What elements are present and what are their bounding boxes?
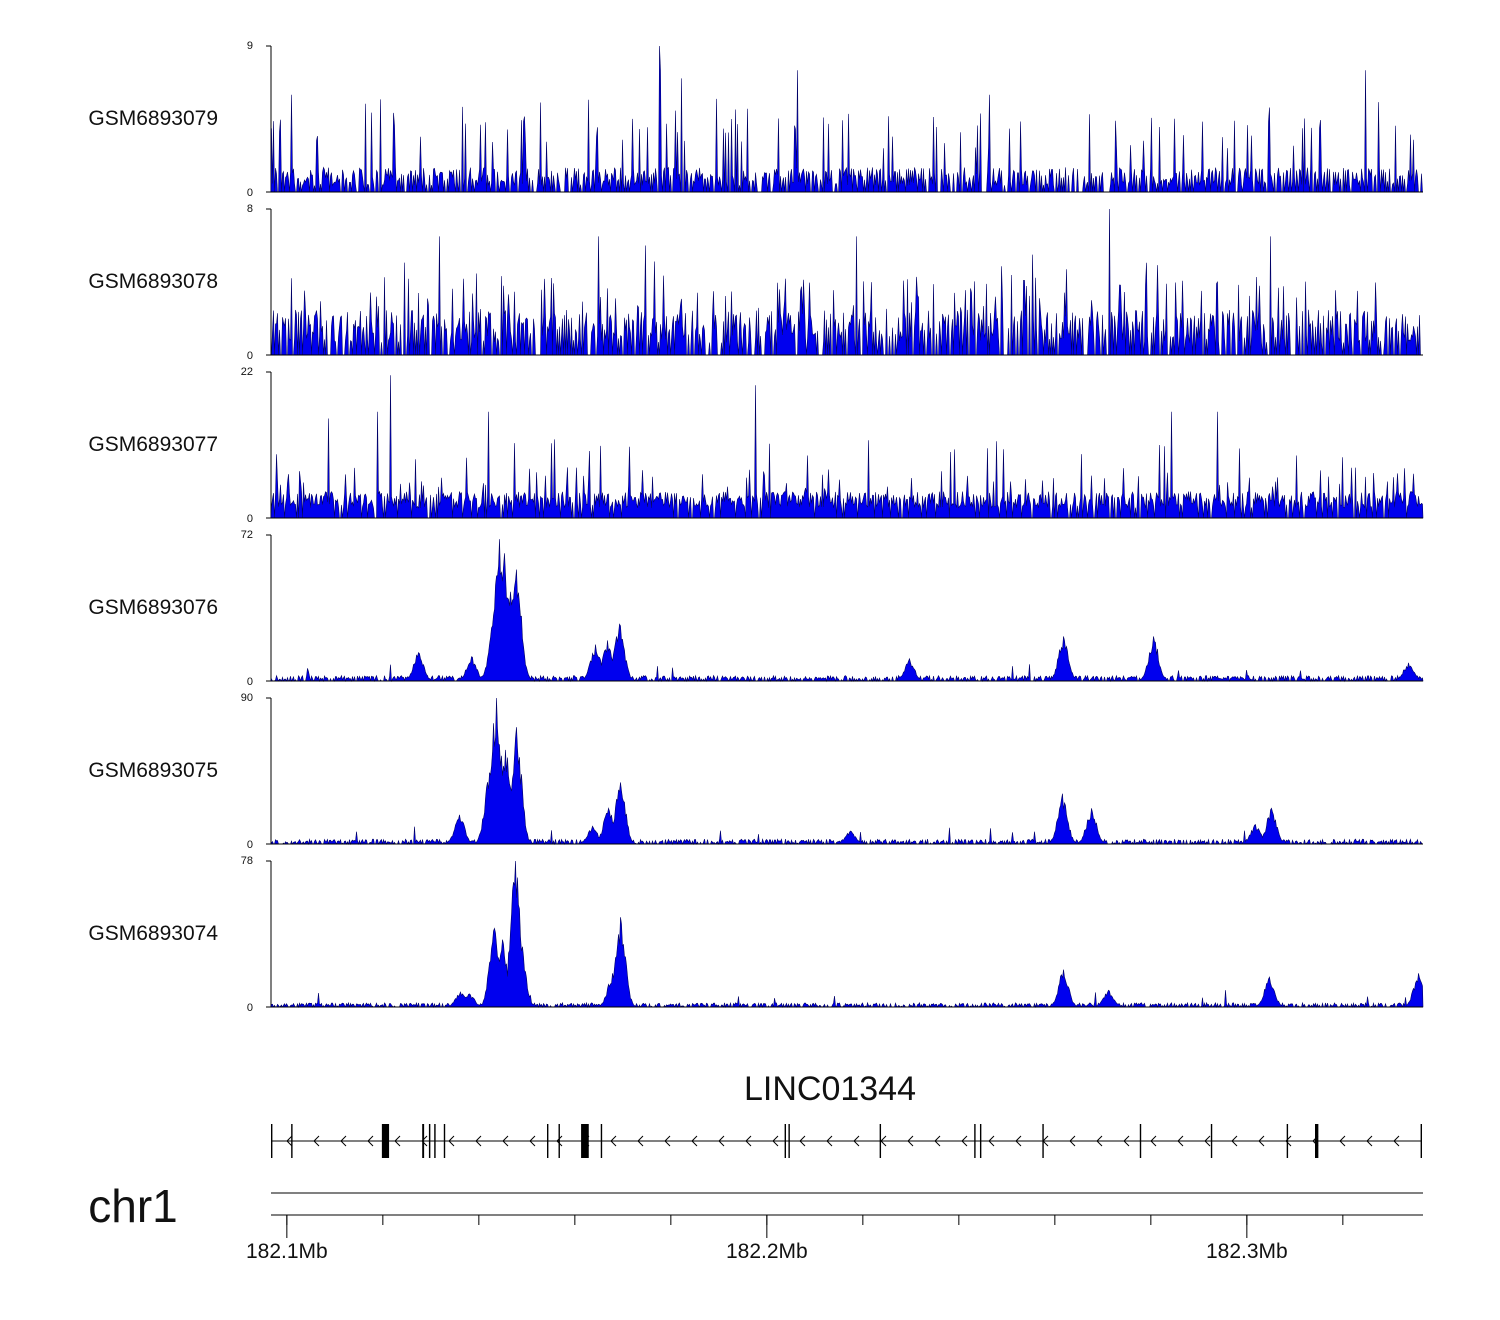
- exon: [443, 1124, 446, 1158]
- strand-arrow: [1258, 1135, 1265, 1147]
- strand-arrow: [664, 1135, 671, 1147]
- exon: [1286, 1124, 1289, 1158]
- strand-arrow: [610, 1135, 617, 1147]
- y-tick-label-max: 9: [247, 40, 253, 52]
- signal-area: [270, 539, 1424, 683]
- track-label: GSM6893075: [88, 759, 218, 782]
- exon: [784, 1124, 786, 1158]
- strand-arrow: [988, 1135, 995, 1147]
- x-tick-label: 182.1Mb: [246, 1240, 328, 1263]
- exon: [434, 1124, 436, 1158]
- exon: [979, 1124, 982, 1158]
- strand-arrow: [1339, 1135, 1346, 1147]
- strand-arrow: [1177, 1135, 1184, 1147]
- y-tick-label-min: 0: [247, 187, 253, 199]
- signal-area: [270, 697, 1423, 846]
- exon: [291, 1124, 293, 1158]
- strand-arrow: [340, 1135, 347, 1147]
- exon: [1139, 1124, 1142, 1158]
- strand-arrow: [961, 1135, 968, 1147]
- strand-arrow: [1015, 1135, 1022, 1147]
- strand-arrow: [448, 1135, 455, 1147]
- strand-arrow: [745, 1135, 752, 1147]
- track-gsm6893077: GSM6893077 22 0: [88, 366, 1424, 525]
- y-tick-label-max: 22: [241, 366, 253, 378]
- chromosome-label: chr1: [88, 1180, 177, 1232]
- track-label: GSM6893074: [88, 922, 218, 945]
- exon: [1210, 1124, 1213, 1158]
- strand-arrow: [1231, 1135, 1238, 1147]
- strand-arrow: [556, 1135, 563, 1147]
- strand-arrow: [286, 1135, 293, 1147]
- strand-arrow: [1366, 1135, 1373, 1147]
- exon: [547, 1124, 549, 1158]
- track-gsm6893074: GSM6893074 78 0: [88, 855, 1424, 1014]
- y-tick-label-max: 78: [241, 855, 253, 867]
- exon: [974, 1124, 976, 1158]
- gene-track: LINC01344: [271, 1070, 1422, 1158]
- track-gsm6893075: GSM6893075 90 0: [88, 692, 1423, 851]
- y-tick-label-max: 72: [241, 529, 253, 541]
- strand-arrow: [637, 1135, 644, 1147]
- strand-arrow: [367, 1135, 374, 1147]
- signal-area: [271, 208, 1423, 356]
- track-label: GSM6893076: [88, 596, 218, 619]
- signal-area: [270, 860, 1424, 1009]
- strand-arrow: [691, 1135, 698, 1147]
- y-tick-label-min: 0: [247, 350, 253, 362]
- exon: [581, 1124, 589, 1158]
- strand-arrow: [475, 1135, 482, 1147]
- gene-name-label: LINC01344: [744, 1070, 916, 1108]
- track-label: GSM6893077: [88, 433, 218, 456]
- exon: [1420, 1124, 1422, 1158]
- signal-area: [270, 45, 1423, 193]
- track-label: GSM6893078: [88, 270, 218, 293]
- strand-arrow: [907, 1135, 914, 1147]
- strand-arrow: [502, 1135, 509, 1147]
- y-tick-label-max: 8: [247, 203, 253, 215]
- exon: [271, 1124, 273, 1158]
- strand-arrow: [1096, 1135, 1103, 1147]
- strand-arrow: [1123, 1135, 1130, 1147]
- strand-arrow: [1204, 1135, 1211, 1147]
- strand-arrow: [1150, 1135, 1157, 1147]
- exon: [879, 1124, 882, 1158]
- strand-arrow: [799, 1135, 806, 1147]
- exon: [788, 1124, 790, 1158]
- x-tick-label: 182.3Mb: [1206, 1240, 1288, 1263]
- strand-arrow: [1285, 1135, 1292, 1147]
- strand-arrow: [772, 1135, 779, 1147]
- x-tick-label: 182.2Mb: [726, 1240, 808, 1263]
- strand-arrow: [1393, 1135, 1400, 1147]
- y-tick-label-min: 0: [247, 1002, 253, 1014]
- strand-arrow: [718, 1135, 725, 1147]
- exon: [1042, 1124, 1044, 1158]
- track-gsm6893079: GSM6893079 9 0: [88, 40, 1423, 199]
- track-label: GSM6893079: [88, 107, 218, 130]
- exon: [600, 1124, 603, 1158]
- genome-axis: chr1 182.1Mb 182.2Mb 182.3Mb: [88, 1180, 1423, 1263]
- exon: [1315, 1124, 1319, 1158]
- exon: [558, 1124, 560, 1158]
- strand-arrow: [421, 1135, 428, 1147]
- track-gsm6893078: GSM6893078 8 0: [88, 203, 1423, 362]
- track-gsm6893076: GSM6893076 72 0: [88, 529, 1424, 688]
- signal-area: [270, 375, 1424, 519]
- strand-arrow: [1069, 1135, 1076, 1147]
- strand-arrow: [313, 1135, 320, 1147]
- strand-arrow: [853, 1135, 860, 1147]
- y-tick-label-min: 0: [247, 839, 253, 851]
- y-tick-label-min: 0: [247, 676, 253, 688]
- exon: [422, 1124, 425, 1158]
- exon: [428, 1124, 431, 1158]
- y-tick-label-min: 0: [247, 513, 253, 525]
- strand-arrow: [394, 1135, 401, 1147]
- strand-arrow: [529, 1135, 536, 1147]
- strand-arrow: [826, 1135, 833, 1147]
- y-tick-label-max: 90: [241, 692, 253, 704]
- exon: [381, 1124, 390, 1158]
- strand-arrow: [934, 1135, 941, 1147]
